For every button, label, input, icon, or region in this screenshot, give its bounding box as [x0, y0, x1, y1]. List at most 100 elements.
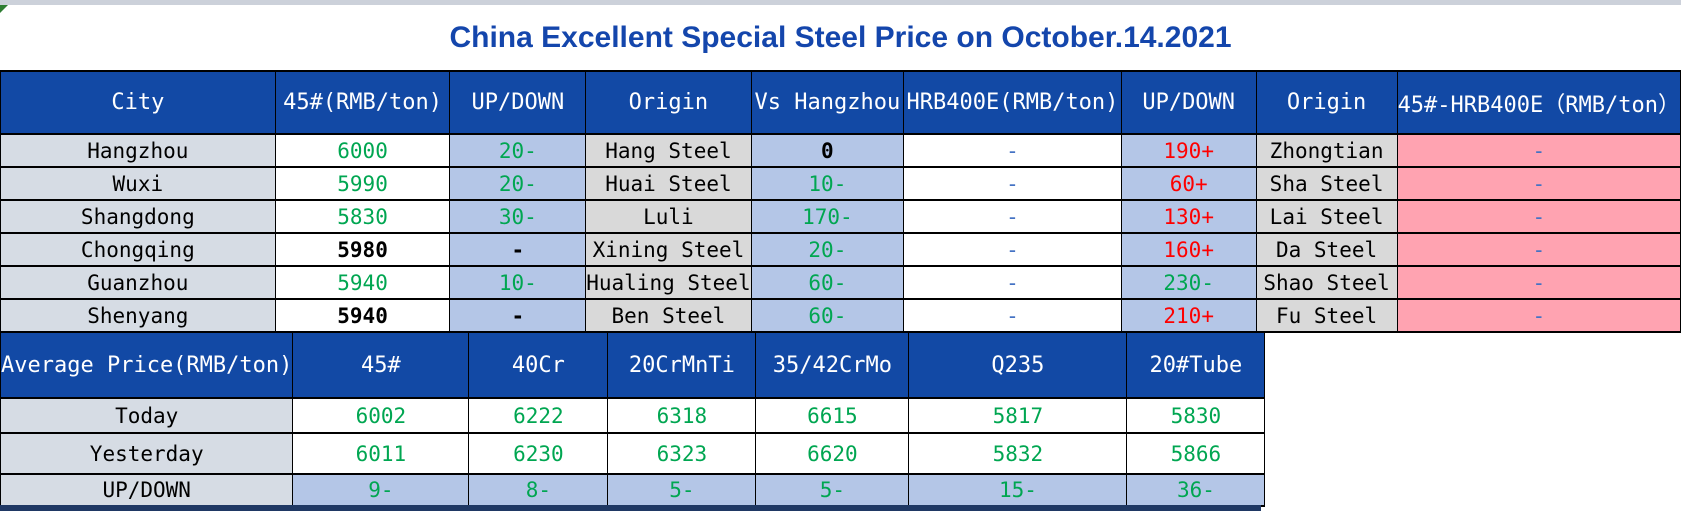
row-label: Yesterday [0, 432, 294, 475]
cell-origin-hrb: Shao Steel [1255, 265, 1398, 300]
header-3542crmo: 35/42CrMo [755, 331, 910, 399]
cell-hrb400e-price: - [903, 298, 1122, 333]
price-row: Shenyang 5940 - Ben Steel 60- - 210+ Fu … [0, 298, 1681, 333]
header-origin-45: Origin [585, 70, 752, 135]
cell-flag-icon [0, 5, 8, 13]
price-row: Wuxi 5990 20- Huai Steel 10- - 60+ Sha S… [0, 166, 1681, 201]
table-bottom-border [0, 505, 1261, 511]
cell-city: Chongqing [0, 232, 276, 267]
cell-updown-45: 10- [449, 265, 587, 300]
price-row: Shangdong 5830 30- Luli 170- - 130+ Lai … [0, 199, 1681, 234]
cell-city: Shangdong [0, 199, 276, 234]
page-title: China Excellent Special Steel Price on O… [449, 20, 1232, 54]
price-row: Guanzhou 5940 10- Hualing Steel 60- - 23… [0, 265, 1681, 300]
cell-updown-45: 30- [449, 199, 587, 234]
cell-city: Guanzhou [0, 265, 276, 300]
cell-avg-45: 6002 [292, 397, 470, 434]
header-price-diff: 45#-HRB400E（RMB/ton） [1396, 70, 1681, 135]
cell-updown-hrb: 60+ [1120, 166, 1257, 201]
cell-avg-20tube: 5830 [1126, 397, 1266, 434]
cell-price-diff: - [1396, 166, 1681, 201]
header-45: 45# [292, 331, 470, 399]
cell-origin-hrb: Lai Steel [1255, 199, 1398, 234]
average-row-updown: UP/DOWN 9- 8- 5- 5- 15- 36- [0, 473, 1266, 507]
cell-avg-q235: 5832 [908, 432, 1128, 475]
cell-avg-q235: 5817 [908, 397, 1128, 434]
row-label: Today [0, 397, 294, 434]
price-row: Hangzhou 6000 20- Hang Steel 0 - 190+ Zh… [0, 133, 1681, 168]
row-label: UP/DOWN [0, 473, 294, 507]
cell-avg-q235: 15- [908, 473, 1128, 507]
cell-avg-20crmnti: 6318 [607, 397, 757, 434]
cell-hrb400e-price: - [903, 199, 1122, 234]
cell-updown-45: - [449, 298, 587, 333]
cell-hrb400e-price: - [903, 133, 1122, 168]
average-row-yesterday: Yesterday 6011 6230 6323 6620 5832 5866 [0, 432, 1266, 475]
cell-45-price: 6000 [274, 133, 451, 168]
cell-origin-45: Xining Steel [585, 232, 752, 267]
cell-updown-45: 20- [449, 133, 587, 168]
cell-hrb400e-price: - [903, 265, 1122, 300]
cell-price-diff: - [1396, 232, 1681, 267]
cell-hrb400e-price: - [903, 166, 1122, 201]
header-q235: Q235 [908, 331, 1128, 399]
cell-avg-20crmnti: 5- [607, 473, 757, 507]
cell-origin-45: Hualing Steel [585, 265, 752, 300]
cell-updown-hrb: 160+ [1120, 232, 1257, 267]
header-20tube: 20#Tube [1126, 331, 1266, 399]
cell-origin-hrb: Sha Steel [1255, 166, 1398, 201]
cell-price-diff: - [1396, 133, 1681, 168]
cell-price-diff: - [1396, 265, 1681, 300]
cell-origin-45: Hang Steel [585, 133, 752, 168]
cell-price-diff: - [1396, 199, 1681, 234]
cell-vs-hangzhou: 170- [750, 199, 905, 234]
cell-avg-40cr: 8- [468, 473, 609, 507]
cell-origin-hrb: Fu Steel [1255, 298, 1398, 333]
cell-vs-hangzhou: 20- [750, 232, 905, 267]
cell-avg-20tube: 5866 [1126, 432, 1266, 475]
cell-origin-45: Ben Steel [585, 298, 752, 333]
cell-avg-45: 9- [292, 473, 470, 507]
header-city: City [0, 70, 276, 135]
average-price-table: Average Price(RMB/ton) 45# 40Cr 20CrMnTi… [0, 331, 1266, 507]
cell-price-diff: - [1396, 298, 1681, 333]
cell-city: Shenyang [0, 298, 276, 333]
header-45-price: 45#(RMB/ton) [274, 70, 451, 135]
cell-updown-45: - [449, 232, 587, 267]
cell-updown-45: 20- [449, 166, 587, 201]
cell-origin-45: Huai Steel [585, 166, 752, 201]
cell-vs-hangzhou: 60- [750, 298, 905, 333]
header-average-price: Average Price(RMB/ton) [0, 331, 294, 399]
header-vs-hangzhou: Vs Hangzhou [750, 70, 905, 135]
cell-45-price: 5980 [274, 232, 451, 267]
cell-origin-hrb: Zhongtian [1255, 133, 1398, 168]
cell-avg-40cr: 6222 [468, 397, 609, 434]
cell-vs-hangzhou: 0 [750, 133, 905, 168]
cell-45-price: 5940 [274, 298, 451, 333]
window-edge-strip [0, 0, 1681, 5]
cell-origin-45: Luli [585, 199, 752, 234]
cell-updown-hrb: 230- [1120, 265, 1257, 300]
header-hrb400e-price: HRB400E(RMB/ton) [903, 70, 1122, 135]
cell-vs-hangzhou: 60- [750, 265, 905, 300]
cell-vs-hangzhou: 10- [750, 166, 905, 201]
cell-avg-3542crmo: 5- [755, 473, 910, 507]
cell-avg-20tube: 36- [1126, 473, 1266, 507]
cell-updown-hrb: 130+ [1120, 199, 1257, 234]
cell-hrb400e-price: - [903, 232, 1122, 267]
price-table-header-row: City 45#(RMB/ton) UP/DOWN Origin Vs Hang… [0, 70, 1681, 135]
average-row-today: Today 6002 6222 6318 6615 5817 5830 [0, 397, 1266, 434]
average-table-header-row: Average Price(RMB/ton) 45# 40Cr 20CrMnTi… [0, 331, 1266, 399]
header-40cr: 40Cr [468, 331, 609, 399]
cell-avg-40cr: 6230 [468, 432, 609, 475]
cell-updown-hrb: 210+ [1120, 298, 1257, 333]
cell-avg-3542crmo: 6620 [755, 432, 910, 475]
cell-updown-hrb: 190+ [1120, 133, 1257, 168]
cell-city: Wuxi [0, 166, 276, 201]
price-row: Chongqing 5980 - Xining Steel 20- - 160+… [0, 232, 1681, 267]
header-updown-45: UP/DOWN [449, 70, 587, 135]
cell-avg-45: 6011 [292, 432, 470, 475]
cell-city: Hangzhou [0, 133, 276, 168]
header-origin-hrb: Origin [1255, 70, 1398, 135]
